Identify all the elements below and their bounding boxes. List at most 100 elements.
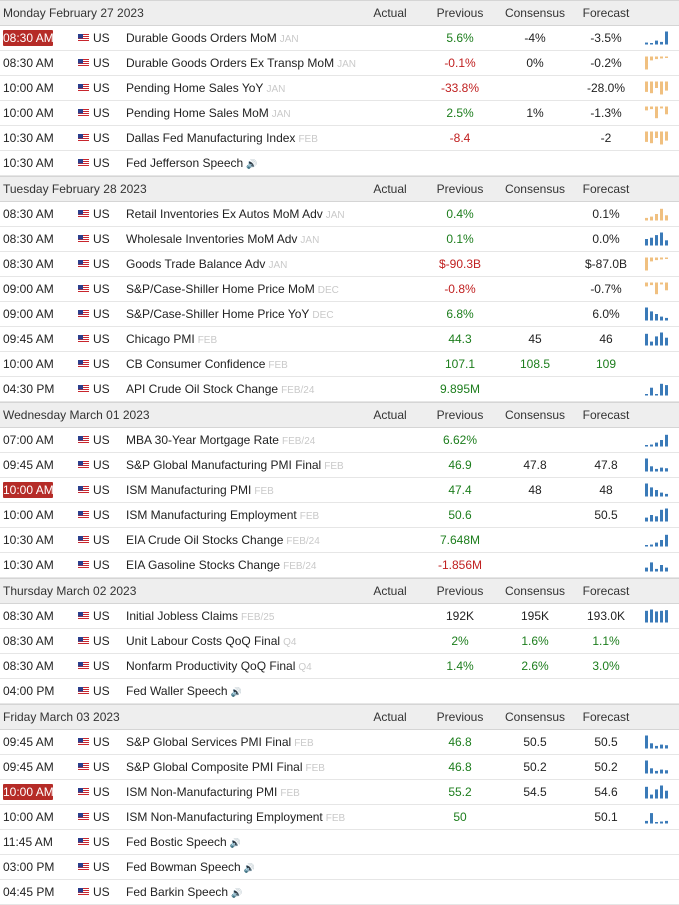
- event-name-link[interactable]: ISM Non-Manufacturing Employment: [126, 810, 323, 824]
- sparkline-chart-icon[interactable]: [644, 735, 670, 749]
- sparkline[interactable]: [644, 558, 670, 572]
- event-cell[interactable]: ISM Manufacturing Employment FEB: [126, 509, 319, 523]
- event-cell[interactable]: S&P/Case-Shiller Home Price MoM DEC: [126, 283, 339, 297]
- event-cell[interactable]: Durable Goods Orders MoM JAN: [126, 32, 299, 46]
- event-cell[interactable]: Chicago PMI FEB: [126, 333, 217, 347]
- event-cell[interactable]: API Crude Oil Stock Change FEB/24: [126, 383, 314, 397]
- sparkline-chart-icon[interactable]: [644, 131, 670, 145]
- event-row[interactable]: 08:30 AM US Retail Inventories Ex Autos Mo…: [0, 202, 679, 227]
- sparkline-chart-icon[interactable]: [644, 382, 670, 396]
- event-name-link[interactable]: ISM Manufacturing Employment: [126, 508, 297, 522]
- event-name-link[interactable]: Initial Jobless Claims: [126, 609, 239, 623]
- sparkline-chart-icon[interactable]: [644, 433, 670, 447]
- event-cell[interactable]: Fed Jefferson Speech 🔊: [126, 157, 257, 171]
- event-name-link[interactable]: Pending Home Sales YoY: [126, 81, 264, 95]
- event-row[interactable]: 09:00 AM US S&P/Case-Shiller Home Price Yo…: [0, 302, 679, 327]
- sparkline-chart-icon[interactable]: [644, 558, 670, 572]
- sparkline-chart-icon[interactable]: [644, 483, 670, 497]
- event-row[interactable]: 04:45 PM US Fed Barkin Speech 🔊: [0, 880, 679, 905]
- event-name-link[interactable]: Unit Labour Costs QoQ Final: [126, 634, 281, 648]
- sparkline[interactable]: [644, 810, 670, 824]
- sparkline-chart-icon[interactable]: [644, 760, 670, 774]
- sparkline[interactable]: [644, 735, 670, 749]
- event-row[interactable]: 04:30 PM US API Crude Oil Stock Change FEB/…: [0, 377, 679, 402]
- event-cell[interactable]: Dallas Fed Manufacturing Index FEB: [126, 132, 318, 146]
- event-row[interactable]: 08:30 AM US Durable Goods Orders MoM JAN 5.6…: [0, 26, 679, 51]
- event-cell[interactable]: EIA Gasoline Stocks Change FEB/24: [126, 559, 316, 573]
- sparkline[interactable]: [644, 31, 670, 45]
- sparkline[interactable]: [644, 508, 670, 522]
- event-cell[interactable]: Unit Labour Costs QoQ Final Q4: [126, 635, 296, 649]
- event-row[interactable]: 10:30 AM US Fed Jefferson Speech 🔊: [0, 151, 679, 176]
- event-cell[interactable]: S&P Global Services PMI Final FEB: [126, 736, 314, 750]
- event-cell[interactable]: Fed Barkin Speech 🔊: [126, 886, 242, 900]
- sparkline[interactable]: [644, 106, 670, 120]
- event-row[interactable]: 10:00 AM US ISM Non-Manufacturing PMI FEB 55…: [0, 780, 679, 805]
- event-name-link[interactable]: Durable Goods Orders MoM: [126, 31, 277, 45]
- sparkline[interactable]: [644, 533, 670, 547]
- sparkline-chart-icon[interactable]: [644, 56, 670, 70]
- sparkline-chart-icon[interactable]: [644, 232, 670, 246]
- event-cell[interactable]: Fed Waller Speech 🔊: [126, 685, 242, 699]
- sparkline[interactable]: [644, 282, 670, 296]
- event-name-link[interactable]: Wholesale Inventories MoM Adv: [126, 232, 298, 246]
- event-name-link[interactable]: Durable Goods Orders Ex Transp MoM: [126, 56, 335, 70]
- event-name-link[interactable]: Fed Bostic Speech: [126, 835, 227, 849]
- event-name-link[interactable]: Pending Home Sales MoM: [126, 106, 269, 120]
- event-name-link[interactable]: S&P Global Composite PMI Final: [126, 760, 303, 774]
- event-name-link[interactable]: S&P/Case-Shiller Home Price MoM: [126, 282, 315, 296]
- sparkline[interactable]: [644, 257, 670, 271]
- sparkline[interactable]: [644, 785, 670, 799]
- sparkline-chart-icon[interactable]: [644, 332, 670, 346]
- event-name-link[interactable]: ISM Manufacturing PMI: [126, 483, 252, 497]
- event-name-link[interactable]: Dallas Fed Manufacturing Index: [126, 131, 296, 145]
- event-row[interactable]: 03:00 PM US Fed Bowman Speech 🔊: [0, 855, 679, 880]
- event-cell[interactable]: Pending Home Sales MoM JAN: [126, 107, 291, 121]
- event-name-link[interactable]: CB Consumer Confidence: [126, 357, 266, 371]
- event-row[interactable]: 11:45 AM US Fed Bostic Speech 🔊: [0, 830, 679, 855]
- event-row[interactable]: 10:00 AM US ISM Non-Manufacturing Employme…: [0, 805, 679, 830]
- event-row[interactable]: 10:30 AM US EIA Crude Oil Stocks Change FEB…: [0, 528, 679, 553]
- sparkline-chart-icon[interactable]: [644, 282, 670, 296]
- event-row[interactable]: 04:00 PM US Fed Waller Speech 🔊: [0, 679, 679, 704]
- sparkline-chart-icon[interactable]: [644, 508, 670, 522]
- sparkline[interactable]: [644, 207, 670, 221]
- sparkline[interactable]: [644, 609, 670, 623]
- event-row[interactable]: 08:30 AM US Unit Labour Costs QoQ Final Q4 2…: [0, 629, 679, 654]
- sparkline[interactable]: [644, 433, 670, 447]
- sparkline[interactable]: [644, 483, 670, 497]
- event-name-link[interactable]: Retail Inventories Ex Autos MoM Adv: [126, 207, 323, 221]
- event-name-link[interactable]: S&P/Case-Shiller Home Price YoY: [126, 307, 310, 321]
- event-name-link[interactable]: EIA Gasoline Stocks Change: [126, 558, 281, 572]
- event-row[interactable]: 08:30 AM US Wholesale Inventories MoM Adv J…: [0, 227, 679, 252]
- event-row[interactable]: 10:30 AM US Dallas Fed Manufacturing Index…: [0, 126, 679, 151]
- sparkline-chart-icon[interactable]: [644, 810, 670, 824]
- sparkline[interactable]: [644, 332, 670, 346]
- event-row[interactable]: 08:30 AM US Durable Goods Orders Ex Transp…: [0, 51, 679, 76]
- event-cell[interactable]: ISM Non-Manufacturing PMI FEB: [126, 786, 300, 800]
- event-cell[interactable]: S&P/Case-Shiller Home Price YoY DEC: [126, 308, 334, 322]
- event-name-link[interactable]: Fed Bowman Speech: [126, 860, 241, 874]
- sparkline-chart-icon[interactable]: [644, 31, 670, 45]
- event-cell[interactable]: MBA 30-Year Mortgage Rate FEB/24: [126, 434, 315, 448]
- sparkline[interactable]: [644, 760, 670, 774]
- event-row[interactable]: 08:30 AM US Nonfarm Productivity QoQ Final…: [0, 654, 679, 679]
- event-row[interactable]: 08:30 AM US Goods Trade Balance Adv JAN $-90…: [0, 252, 679, 277]
- sparkline-chart-icon[interactable]: [644, 533, 670, 547]
- event-row[interactable]: 09:45 AM US S&P Global Composite PMI Final…: [0, 755, 679, 780]
- event-row[interactable]: 10:00 AM US CB Consumer Confidence FEB 107.1…: [0, 352, 679, 377]
- event-cell[interactable]: S&P Global Manufacturing PMI Final FEB: [126, 459, 344, 473]
- sparkline-chart-icon[interactable]: [644, 81, 670, 95]
- event-name-link[interactable]: Fed Waller Speech: [126, 684, 228, 698]
- event-row[interactable]: 09:45 AM US S&P Global Services PMI Final F…: [0, 730, 679, 755]
- event-cell[interactable]: ISM Non-Manufacturing Employment FEB: [126, 811, 345, 825]
- sparkline[interactable]: [644, 307, 670, 321]
- event-name-link[interactable]: Goods Trade Balance Adv: [126, 257, 266, 271]
- event-name-link[interactable]: Chicago PMI: [126, 332, 195, 346]
- event-name-link[interactable]: EIA Crude Oil Stocks Change: [126, 533, 284, 547]
- event-row[interactable]: 09:45 AM US Chicago PMI FEB 44.3 45 46: [0, 327, 679, 352]
- event-cell[interactable]: EIA Crude Oil Stocks Change FEB/24: [126, 534, 320, 548]
- sparkline[interactable]: [644, 232, 670, 246]
- sparkline-chart-icon[interactable]: [644, 785, 670, 799]
- event-cell[interactable]: Fed Bowman Speech 🔊: [126, 861, 255, 875]
